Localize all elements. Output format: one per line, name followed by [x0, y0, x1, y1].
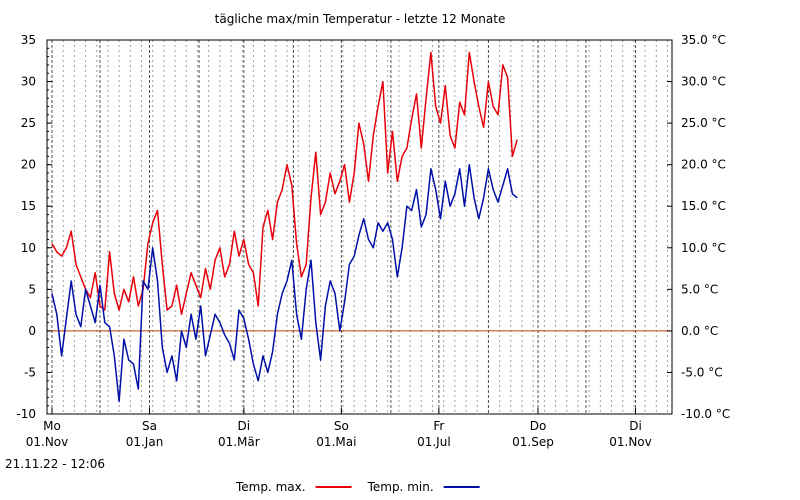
y-axis-left: -10 -5 0 5 10 15 20 25 30 35: [16, 33, 52, 421]
x-tick-weekday: Do: [530, 419, 547, 433]
x-tick-date: 01.Jan: [126, 435, 164, 449]
x-tick-weekday: Fr: [433, 419, 444, 433]
y-tick-label-left: -10: [16, 407, 36, 421]
y-tick-label-left: 10: [21, 241, 36, 255]
y-tick-label-left: -5: [24, 365, 36, 379]
x-tick-date: 01.Nov: [26, 435, 69, 449]
x-tick-date: 01.Mai: [316, 435, 356, 449]
x-tick-weekday: So: [334, 419, 349, 433]
x-tick-date: 01.Sep: [512, 435, 554, 449]
y-tick-label-right: -10.0 °C: [681, 407, 730, 421]
y-tick-label-right: 15.0 °C: [681, 199, 726, 213]
y-tick-label-left: 5: [28, 282, 36, 296]
x-tick-weekday: Mo: [43, 419, 61, 433]
y-axis-right: -10.0 °C -5.0 °C 0.0 °C 5.0 °C 10.0 °C 15.0 °…: [667, 33, 730, 421]
legend-label-min: Temp. min.: [367, 480, 434, 494]
series-group: [51, 51, 518, 403]
x-axis: Mo 01.Nov Sa 01.Jan Di 01.Mär So 01.Mai Fr 01.Jul…: [26, 408, 652, 449]
y-tick-label-right: 10.0 °C: [681, 241, 726, 255]
y-tick-label-right: 20.0 °C: [681, 158, 726, 172]
series-line-min: [51, 163, 518, 403]
series-line-max: [51, 51, 518, 316]
y-tick-label-right: -5.0 °C: [681, 365, 723, 379]
y-tick-label-right: 5.0 °C: [681, 282, 718, 296]
x-tick-weekday: Di: [238, 419, 251, 433]
y-tick-label-right: 25.0 °C: [681, 116, 726, 130]
grid: [51, 40, 668, 414]
plot-frame: [46, 39, 673, 415]
y-tick-label-left: 30: [21, 75, 36, 89]
y-tick-label-left: 20: [21, 158, 36, 172]
x-tick-weekday: Sa: [142, 419, 157, 433]
y-tick-label-left: 35: [21, 33, 36, 47]
y-tick-label-right: 30.0 °C: [681, 75, 726, 89]
legend: Temp. max. Temp. min.: [235, 480, 480, 494]
x-tick-date: 01.Nov: [609, 435, 652, 449]
legend-label-max: Temp. max.: [235, 480, 306, 494]
x-tick-date: 01.Mär: [218, 435, 260, 449]
x-tick-weekday: Di: [629, 419, 642, 433]
y-tick-label-right: 0.0 °C: [681, 324, 718, 338]
x-tick-date: 01.Jul: [417, 435, 451, 449]
timestamp: 21.11.22 - 12:06: [5, 457, 105, 471]
y-tick-label-left: 25: [21, 116, 36, 130]
chart-title: tägliche max/min Temperatur - letzte 12 …: [215, 12, 506, 26]
y-tick-label-left: 15: [21, 199, 36, 213]
y-tick-label-right: 35.0 °C: [681, 33, 726, 47]
y-tick-label-left: 0: [28, 324, 36, 338]
